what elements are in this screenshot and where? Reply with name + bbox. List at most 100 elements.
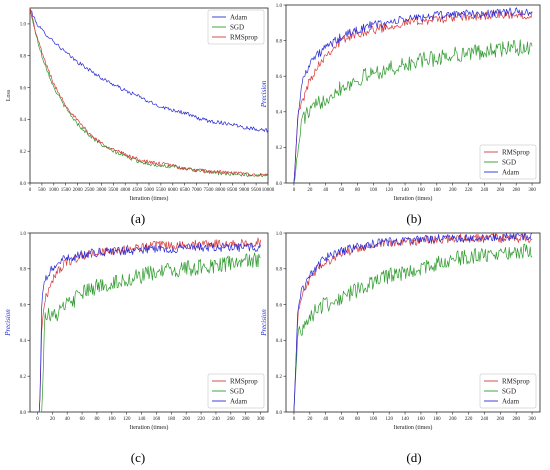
y-tick-label: 0.4	[20, 339, 27, 344]
series-line-sgd	[29, 7, 269, 178]
plot-frame-d	[285, 232, 541, 413]
x-tick-label: 200	[449, 417, 457, 422]
x-tick-label: 180	[433, 417, 441, 422]
x-tick-label: 300	[528, 417, 536, 422]
x-tick-label: 60	[80, 417, 86, 422]
y-axis-title: Loss	[6, 89, 12, 101]
y-tick-label: 0.6	[276, 303, 283, 308]
x-tick-label: 100	[370, 417, 378, 422]
x-tick-label: 260	[497, 417, 505, 422]
x-tick-label: 0	[293, 417, 296, 422]
x-axis-title: Iteration (times)	[130, 424, 169, 431]
series-line-adam	[293, 7, 533, 184]
legend-label-sgd: SGD	[502, 387, 516, 395]
x-tick-label: 500	[38, 188, 46, 193]
series-line-adam	[29, 7, 269, 133]
plot-frame-b	[285, 4, 541, 184]
x-tick-label: 240	[481, 417, 489, 422]
x-tick-label: 8000	[215, 188, 226, 193]
chart-d: 0.0 0.2 0.4 0.6 0.8 1.0 0 20 40 60 80 100 120 140 160 1…	[260, 232, 541, 431]
x-tick-label: 200	[182, 417, 190, 422]
x-tick-label: 300	[257, 417, 265, 422]
x-tick-label: 1000	[49, 188, 60, 193]
panel-label-c: (c)	[131, 450, 145, 465]
x-tick-label: 60	[339, 417, 345, 422]
x-tick-label: 9500	[251, 188, 262, 193]
y-tick-label: 0.2	[20, 150, 27, 155]
y-tick-label: 0.0	[20, 182, 27, 187]
plot-frame-c	[29, 232, 269, 413]
x-tick-label: 140	[401, 188, 409, 193]
legend-label-rmsprop: RMSprop	[502, 377, 530, 385]
series-line-rmsprop	[29, 7, 269, 177]
y-tick-label: 0.0	[276, 182, 283, 187]
x-tick-label: 100	[108, 417, 116, 422]
y-tick-label: 0.6	[276, 75, 283, 80]
legend-label-sgd: SGD	[502, 158, 516, 166]
legend-box	[479, 144, 537, 180]
x-tick-label: 160	[153, 417, 161, 422]
x-tick-label: 220	[197, 417, 205, 422]
series-line-adam	[37, 242, 261, 413]
y-tick-label: 0.4	[276, 339, 283, 344]
x-tick-label: 9000	[239, 188, 250, 193]
y-tick-label: 0.6	[20, 86, 27, 91]
legend-label-adam: Adam	[502, 168, 520, 176]
x-tick-label: 6500	[180, 188, 191, 193]
y-tick-label: 0.8	[276, 268, 283, 273]
y-tick-label: 0.2	[20, 375, 27, 380]
x-axis-title: Iteration (times)	[394, 195, 433, 202]
x-tick-label: 80	[355, 188, 361, 193]
y-tick-label: 0.4	[276, 111, 283, 116]
x-tick-label: 0	[29, 188, 32, 193]
chart-a: 0.0 0.2 0.4 0.6 0.8 1.0 0 500 1000 1500 2000 2500 30…	[6, 7, 275, 202]
y-tick-label: 0.8	[276, 39, 283, 44]
chart-c: 0.0 0.2 0.4 0.6 0.8 1.0 0 20 40 60 80 100 120 140 160 1…	[4, 232, 269, 431]
x-tick-label: 20	[307, 188, 313, 193]
x-tick-label: 40	[323, 417, 329, 422]
x-tick-label: 100	[370, 188, 378, 193]
legend-box	[207, 9, 265, 45]
series-line-sgd	[293, 39, 533, 184]
panel-label-b: (b)	[406, 211, 421, 226]
x-tick-label: 200	[449, 188, 457, 193]
series-line-adam	[293, 232, 533, 413]
x-tick-label: 260	[497, 188, 505, 193]
series-line-sgd	[293, 243, 533, 413]
y-tick-label: 1.0	[276, 4, 283, 9]
legend-label-sgd: SGD	[230, 387, 244, 395]
x-tick-label: 120	[385, 188, 393, 193]
x-tick-label: 220	[465, 417, 473, 422]
x-tick-label: 3000	[96, 188, 107, 193]
series-line-rmsprop	[37, 237, 261, 413]
x-tick-label: 2500	[85, 188, 96, 193]
x-tick-label: 1500	[61, 188, 72, 193]
y-tick-label: 0.2	[276, 375, 283, 380]
y-axis-title: Precision	[260, 309, 268, 337]
series-line-sgd	[37, 252, 261, 413]
legend-label-rmsprop: RMSprop	[230, 33, 258, 41]
y-tick-label: 0.6	[20, 303, 27, 308]
y-tick-label: 0.8	[20, 268, 27, 273]
x-tick-label: 7000	[192, 188, 203, 193]
x-tick-label: 8500	[227, 188, 238, 193]
y-tick-label: 0.0	[276, 411, 283, 416]
x-tick-label: 0	[293, 188, 296, 193]
x-tick-label: 80	[94, 417, 100, 422]
panel-label-a: (a)	[131, 211, 145, 226]
x-tick-label: 60	[339, 188, 345, 193]
legend-label-adam: Adam	[230, 397, 248, 405]
y-tick-label: 0.8	[20, 55, 27, 60]
y-tick-label: 1.0	[20, 23, 27, 28]
legend-label-rmsprop: RMSprop	[230, 377, 258, 385]
x-tick-label: 3500	[108, 188, 119, 193]
x-tick-label: 180	[168, 417, 176, 422]
x-tick-label: 40	[323, 188, 329, 193]
x-tick-label: 160	[417, 188, 425, 193]
legend-label-sgd: SGD	[230, 23, 244, 31]
x-tick-label: 6000	[168, 188, 179, 193]
x-tick-label: 10000	[262, 188, 275, 193]
y-axis-title: Precision	[4, 309, 12, 337]
y-tick-label: 0.2	[276, 146, 283, 151]
